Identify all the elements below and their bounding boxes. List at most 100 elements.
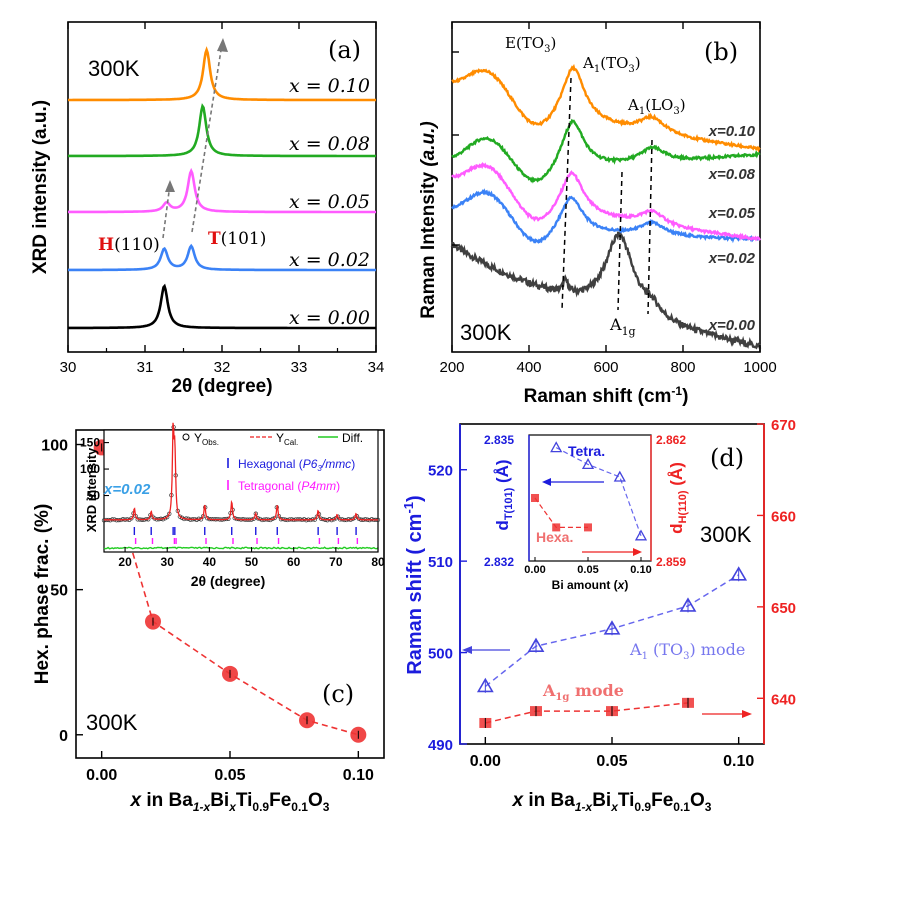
svg-text:dT(101) (Å): dT(101) (Å) bbox=[493, 459, 515, 530]
xtick-label-d-0: 0.00 bbox=[470, 753, 501, 770]
inset-d-xtick-label-0: 0.00 bbox=[524, 564, 545, 576]
panel-c-temperature: 300K bbox=[86, 710, 138, 735]
panel-d-inset-dspacing: 0.00 0.05 0.10 2.835 2.832 2.862 2.859 Tet… bbox=[484, 433, 689, 592]
inset-xtick-label-2: 40 bbox=[203, 555, 217, 569]
label-a1g-mode: A1g mode bbox=[542, 681, 624, 703]
arrow-right-head bbox=[742, 710, 752, 718]
xtick-label-b-1: 400 bbox=[516, 359, 541, 376]
arrow-left-head bbox=[462, 646, 472, 654]
panel-a-xrd: 30 31 32 33 34 300K (a) x = 0.10 x = 0.08 x … bbox=[30, 21, 385, 397]
panel-b-xlabel: Raman shift (cm-1) bbox=[524, 384, 689, 407]
inset-obs-point bbox=[356, 516, 362, 522]
ytick-label-c-2: 100 bbox=[41, 438, 68, 455]
inset-c-frame bbox=[103, 429, 379, 553]
panel-a-xlabel: 2θ (degree) bbox=[171, 376, 272, 397]
legend-hexagonal: Hexagonal (P63/mmc) bbox=[238, 457, 355, 473]
dash-a1-lo3 bbox=[647, 139, 653, 315]
inset-c-ylabel: XRD intensity bbox=[84, 447, 99, 532]
inset-d-xtick-label-1: 0.05 bbox=[577, 564, 598, 576]
label-a1-to3-mode: A1 (TO3) mode bbox=[629, 640, 745, 662]
legend-obs: YObs. bbox=[194, 431, 219, 447]
inset-obs-point bbox=[205, 516, 210, 521]
dash-a1g bbox=[617, 171, 623, 311]
panel-c-points bbox=[93, 439, 367, 743]
xrd-curve-1 bbox=[68, 243, 376, 272]
xrd-curve-2 bbox=[68, 167, 376, 214]
xtick-label-b-4: 1000 bbox=[743, 359, 776, 376]
ytick-right-label-d-1: 650 bbox=[771, 600, 796, 617]
svg-text:Raman shift ( cm-1): Raman shift ( cm-1) bbox=[401, 495, 426, 674]
panel-c-xlabel: x in Ba1-xBixTi0.9Fe0.1O3 bbox=[130, 790, 330, 814]
inset-d-plot: 0.00 0.05 0.10 bbox=[524, 441, 652, 576]
xtick-label-d-1: 0.05 bbox=[596, 753, 627, 770]
panel-d-points bbox=[476, 566, 748, 728]
inset-tetra-point-3 bbox=[634, 529, 648, 541]
inset-obs-point bbox=[318, 516, 324, 521]
inset-obs-point bbox=[272, 515, 277, 521]
inset-d-hexa-label: Hexa. bbox=[536, 529, 573, 545]
panel-b-temperature: 300K bbox=[460, 320, 512, 345]
panel-a-ylabel: XRD intensity (a.u.) bbox=[30, 100, 51, 274]
xtick-label-b-0: 200 bbox=[439, 359, 464, 376]
legend-b-x010: x=0.10 bbox=[708, 123, 756, 140]
inset-d-frame bbox=[528, 434, 652, 562]
xtick-label-a-0: 30 bbox=[60, 359, 77, 376]
arrow-t101-dashed bbox=[191, 43, 223, 233]
xtick-label-d-2: 0.10 bbox=[723, 753, 754, 770]
xtick-label-c-2: 0.10 bbox=[343, 767, 374, 784]
inset-calc-curve bbox=[104, 422, 378, 521]
panel-b-ticks: 200 400 600 800 1000 bbox=[439, 22, 777, 376]
inset-ytick-label-2: 150 bbox=[80, 436, 100, 450]
panel-d-raman-shift: 0.00 0.05 0.10 490 500 510 520 640 650 660 670 (d)… bbox=[401, 417, 796, 814]
inset-c-plot bbox=[101, 422, 381, 550]
ytick-left-label-d-1: 500 bbox=[428, 646, 453, 663]
inset-tetra-point-2 bbox=[613, 470, 626, 482]
panel-a-label: (a) bbox=[328, 36, 361, 64]
ytick-left-label-d-3: 520 bbox=[428, 463, 453, 480]
inset-xtick-label-5: 70 bbox=[329, 555, 343, 569]
legend-obs-marker bbox=[182, 433, 190, 441]
legend-x010: x = 0.10 bbox=[289, 75, 370, 97]
inset-d-ylabel-left: dT(101) (Å) bbox=[493, 459, 515, 530]
xrd-curve-3 bbox=[67, 103, 376, 158]
inset-obs-point bbox=[179, 515, 185, 520]
mode-label-a1-to3: A1(TO3) bbox=[582, 54, 641, 75]
legend-x002: x = 0.02 bbox=[289, 249, 370, 271]
panel-c-ylabel: Hex. phase frac. (%) bbox=[32, 504, 53, 685]
a1-to3-point-4 bbox=[730, 566, 748, 581]
svg-text:dH(110) (Å): dH(110) (Å) bbox=[667, 462, 689, 534]
panel-b-label: (b) bbox=[704, 38, 738, 66]
inset-xtick-label-4: 60 bbox=[287, 555, 301, 569]
arrow-t101-head bbox=[217, 38, 228, 52]
inset-d-xtick-label-2: 0.10 bbox=[630, 564, 651, 576]
inset-d-ytick-bottom-right: 2.859 bbox=[656, 555, 686, 569]
inset-ytick-label-1: 100 bbox=[80, 462, 100, 476]
panel-a-temperature: 300K bbox=[88, 56, 140, 81]
peak-label-t101: T(101) bbox=[208, 229, 266, 249]
raman-curve-1 bbox=[451, 188, 761, 244]
xtick-label-a-4: 34 bbox=[368, 359, 385, 376]
xtick-label-a-2: 32 bbox=[214, 359, 231, 376]
xtick-label-b-2: 600 bbox=[593, 359, 618, 376]
inset-tetra-point-1 bbox=[581, 458, 595, 470]
inset-hexa-point-2 bbox=[584, 523, 592, 532]
ytick-right-label-d-3: 670 bbox=[771, 417, 796, 434]
panel-d-label: (d) bbox=[710, 444, 744, 472]
inset-xtick-label-3: 50 bbox=[245, 555, 259, 569]
xtick-label-c-1: 0.05 bbox=[214, 767, 245, 784]
mode-label-e-to3: E(TO3) bbox=[505, 34, 556, 55]
arrow-h110-dashed bbox=[162, 183, 171, 239]
panel-d-xlabel: x in Ba1-xBixTi0.9Fe0.1O3 bbox=[512, 790, 712, 814]
ytick-right-label-d-0: 640 bbox=[771, 691, 796, 708]
raman-curve-2 bbox=[451, 162, 762, 242]
ytick-left-label-d-0: 490 bbox=[428, 737, 453, 754]
inset-c-xlabel: 2θ (degree) bbox=[191, 573, 265, 589]
raman-curve-0 bbox=[450, 231, 762, 350]
a1-to3-point-0 bbox=[476, 677, 494, 693]
a1-to3-point-3 bbox=[679, 597, 697, 612]
inset-c-sample: x=0.02 bbox=[103, 481, 151, 498]
raman-curve-3 bbox=[451, 118, 761, 184]
panel-d-ylabel-left: Raman shift ( cm-1) bbox=[401, 495, 426, 674]
inset-d-tetra-label: Tetra. bbox=[568, 443, 605, 459]
